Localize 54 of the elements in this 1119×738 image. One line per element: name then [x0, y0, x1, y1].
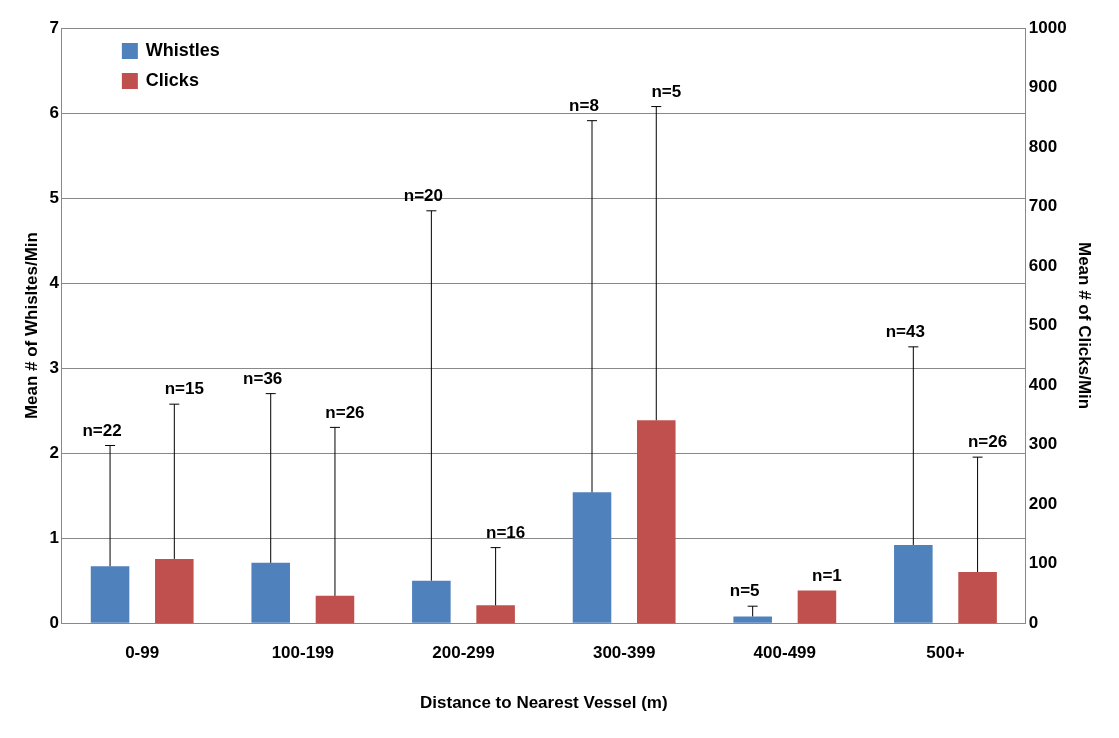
y2-tick-label: 0	[1028, 612, 1039, 632]
bar	[315, 595, 355, 624]
bar	[476, 605, 515, 624]
annotation: n=26	[325, 402, 365, 422]
annotation: n=1	[812, 565, 842, 585]
legend-label: Whistles	[145, 39, 220, 60]
y-tick-label: 6	[49, 102, 59, 122]
bar	[155, 558, 194, 624]
y2-tick-label: 300	[1028, 434, 1058, 454]
y2-tick-label: 600	[1028, 255, 1058, 275]
y-tick-label: 3	[49, 357, 59, 377]
x-tick-label: 500+	[926, 643, 965, 663]
y-tick-label: 2	[49, 442, 59, 462]
y2-tick-label: 900	[1028, 77, 1058, 97]
annotation: n=5	[729, 581, 760, 601]
bar	[637, 420, 676, 624]
x-tick-label: 200-299	[432, 643, 495, 663]
y-tick-label: 5	[49, 187, 59, 207]
bar	[894, 544, 933, 623]
x-tick-label: 100-199	[271, 643, 335, 663]
bar	[733, 616, 772, 623]
annotation: n=15	[164, 379, 204, 399]
y2-tick-label: 400	[1028, 374, 1058, 394]
annotation: n=5	[651, 81, 682, 101]
annotation: n=8	[569, 95, 599, 115]
annotation: n=16	[486, 522, 526, 542]
y-axis-title: Mean # of Whisltes/Min	[21, 232, 41, 420]
y-tick-label: 4	[49, 272, 60, 292]
y2-tick-label: 700	[1028, 196, 1058, 216]
y2-axis-title: Mean # of Clicks/Min	[1075, 242, 1095, 410]
bar	[251, 562, 290, 623]
y2-tick-label: 1000	[1028, 17, 1067, 37]
y-tick-label: 1	[49, 527, 59, 547]
bar	[412, 580, 451, 623]
y2-tick-label: 100	[1028, 553, 1058, 573]
annotation: n=26	[967, 432, 1008, 452]
annotation: n=22	[82, 420, 122, 440]
bar	[797, 590, 837, 624]
legend-label: Clicks	[145, 69, 199, 90]
y-tick-label: 0	[49, 612, 59, 632]
x-tick-label: 300-399	[592, 643, 656, 663]
bar	[958, 572, 997, 624]
annotation: n=20	[403, 186, 443, 205]
y2-tick-label: 800	[1028, 136, 1058, 156]
bar	[90, 566, 130, 623]
annotation: n=43	[885, 322, 925, 342]
x-axis-title: Distance to Nearest Vessel (m)	[420, 693, 668, 713]
y-tick-label: 7	[49, 17, 59, 37]
x-tick-label: 400-499	[753, 643, 816, 663]
x-tick-label: 0-99	[125, 643, 160, 663]
annotation: n=36	[243, 368, 283, 388]
y2-tick-label: 200	[1028, 493, 1058, 513]
bar	[572, 492, 612, 623]
y2-tick-label: 500	[1028, 315, 1058, 335]
